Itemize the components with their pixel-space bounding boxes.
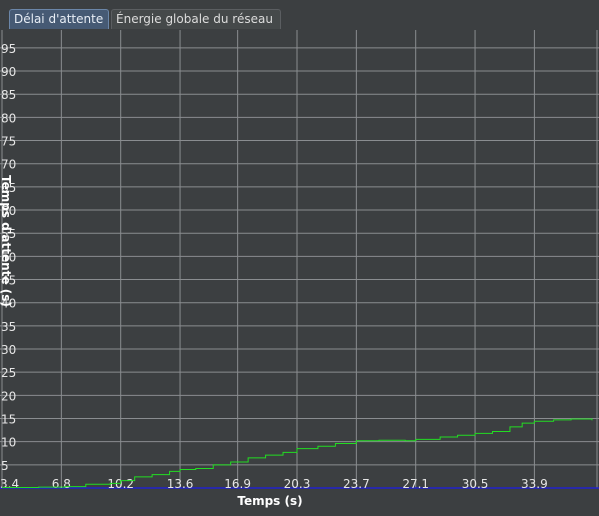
y-tick-label: 50 xyxy=(1,250,16,264)
y-tick-label: 80 xyxy=(1,111,16,125)
x-tick-label: 10.2 xyxy=(107,477,134,491)
x-tick-label: 6.8 xyxy=(52,477,71,491)
y-tick-labels: 5 10 15 20 25 30 35 40 45 50 55 60 65 70 75 80 85 90 95 xyxy=(1,42,16,473)
x-tick-label: 16.9 xyxy=(224,477,251,491)
y-tick-label: 65 xyxy=(1,181,16,195)
x-tick-label: 33.9 xyxy=(521,477,548,491)
y-tick-label: 75 xyxy=(1,135,16,149)
waiting-time-chart: 5 10 15 20 25 30 35 40 45 50 55 60 65 70 75 80 85 90 95 3.… xyxy=(0,30,599,508)
y-tick-label: 30 xyxy=(1,343,16,357)
series-line xyxy=(2,418,593,489)
tab-bar: Délai d'attente Énergie globale du résea… xyxy=(0,0,599,30)
chart-panel: 5 10 15 20 25 30 35 40 45 50 55 60 65 70 75 80 85 90 95 3.… xyxy=(0,30,599,516)
y-tick-label: 60 xyxy=(1,204,16,218)
y-tick-label: 45 xyxy=(1,274,16,288)
tab-delai-attente[interactable]: Délai d'attente xyxy=(9,9,109,29)
x-tick-label: 20.3 xyxy=(284,477,311,491)
y-tick-label: 20 xyxy=(1,389,16,403)
y-tick-label: 55 xyxy=(1,227,16,241)
y-axis-label: Temps d'attente (s) xyxy=(0,175,13,307)
y-tick-label: 85 xyxy=(1,88,16,102)
y-tick-label: 5 xyxy=(1,459,9,473)
y-tick-label: 95 xyxy=(1,42,16,56)
y-tick-label: 25 xyxy=(1,366,16,380)
x-tick-label: 27.1 xyxy=(402,477,429,491)
series-layer xyxy=(2,418,593,489)
x-tick-label: 30.5 xyxy=(462,477,489,491)
x-tick-labels: 3.4 6.8 10.2 13.6 16.9 20.3 23.7 27.1 30.5 33.9 xyxy=(0,477,548,491)
x-tick-label: 23.7 xyxy=(343,477,370,491)
y-tick-label: 90 xyxy=(1,65,16,79)
x-tick-label: 13.6 xyxy=(167,477,194,491)
y-tick-label: 15 xyxy=(1,413,16,427)
x-tick-label: 3.4 xyxy=(0,477,19,491)
y-tick-label: 70 xyxy=(1,158,16,172)
y-tick-label: 35 xyxy=(1,320,16,334)
tab-energie-globale[interactable]: Énergie globale du réseau xyxy=(111,9,281,29)
x-axis-label: Temps (s) xyxy=(237,494,302,508)
y-tick-label: 40 xyxy=(1,297,16,311)
y-tick-label: 10 xyxy=(1,436,16,450)
grid xyxy=(0,30,599,489)
